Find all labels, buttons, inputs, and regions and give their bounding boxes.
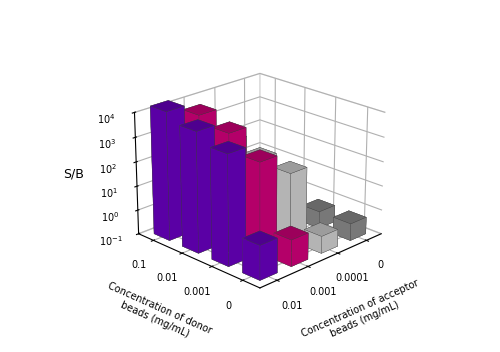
X-axis label: Concentration of acceptor
beads (mg/mL): Concentration of acceptor beads (mg/mL) [300, 278, 426, 350]
Y-axis label: Concentration of donor
beads (mg/mL): Concentration of donor beads (mg/mL) [101, 281, 213, 347]
